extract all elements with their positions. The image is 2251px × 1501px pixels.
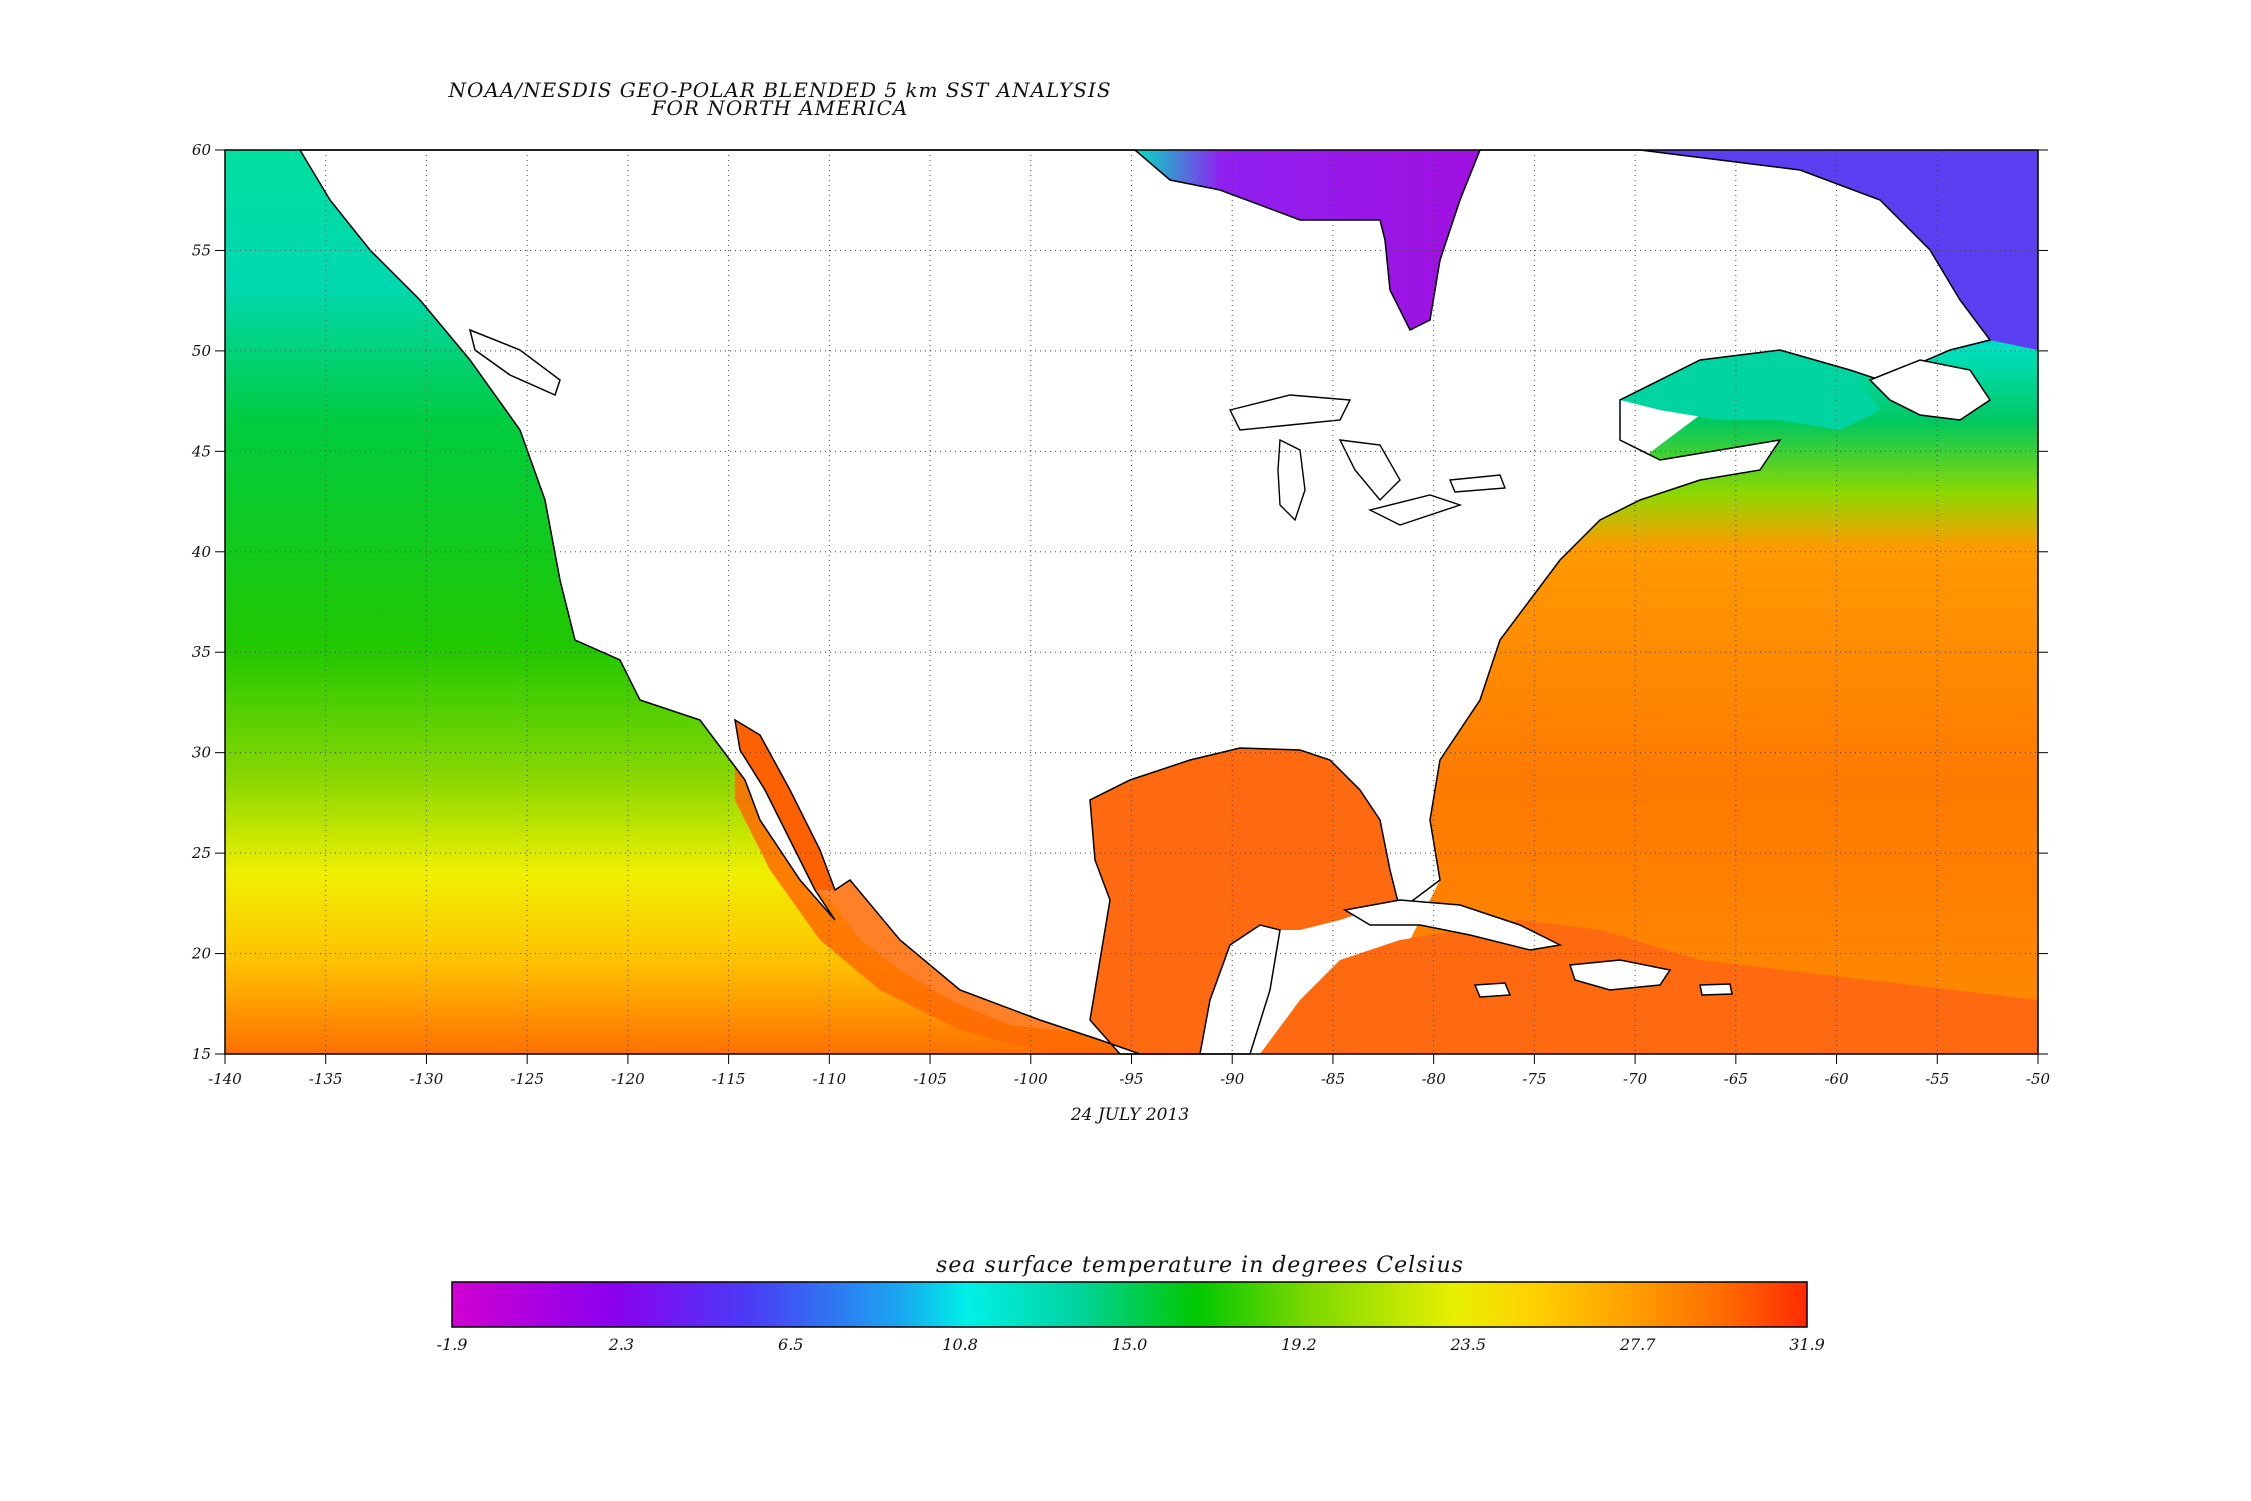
lon-tick-label: -140 bbox=[208, 1070, 242, 1088]
chart-title-line-2: FOR NORTH AMERICA bbox=[651, 96, 909, 120]
lon-tick-label: -115 bbox=[712, 1070, 746, 1088]
lon-tick-label: -75 bbox=[1522, 1070, 1546, 1088]
colorbar-title: sea surface temperature in degrees Celsi… bbox=[936, 1253, 1464, 1278]
puerto-rico bbox=[1699, 983, 1733, 996]
colorbar-tick-label: 15.0 bbox=[1112, 1335, 1148, 1354]
gulf-of-mexico bbox=[1090, 745, 2038, 1054]
lon-tick-label: -90 bbox=[1220, 1070, 1245, 1088]
lon-tick-label: -100 bbox=[1014, 1070, 1048, 1088]
colorbar-tick-label: 6.5 bbox=[778, 1335, 803, 1354]
colorbar-tick-label: -1.9 bbox=[437, 1335, 468, 1354]
pacific-ocean bbox=[225, 150, 1200, 1054]
lat-tick-label: 25 bbox=[191, 844, 211, 862]
lon-tick-label: -60 bbox=[1824, 1070, 1849, 1088]
lon-tick-label: -95 bbox=[1119, 1070, 1143, 1088]
colorbar-tick-label: 19.2 bbox=[1281, 1335, 1317, 1354]
lat-tick-label: 50 bbox=[192, 342, 212, 360]
lon-tick-label: -130 bbox=[410, 1070, 444, 1088]
lake-erie bbox=[1367, 494, 1463, 526]
great-lakes bbox=[1228, 394, 1506, 526]
lat-tick-label: 20 bbox=[191, 945, 212, 963]
lon-tick-label: -80 bbox=[1422, 1070, 1447, 1088]
longitude-tick-labels: -140 -135 -130 -125 -120 -115 -110 -105 -100 -95 -… bbox=[208, 1070, 2050, 1088]
jamaica bbox=[1473, 982, 1512, 998]
colorbar-tick-label: 10.8 bbox=[942, 1335, 978, 1354]
newfoundland bbox=[1868, 359, 1992, 421]
lon-tick-label: -125 bbox=[510, 1070, 544, 1088]
lat-tick-label: 45 bbox=[191, 442, 211, 460]
lon-tick-label: -105 bbox=[913, 1070, 947, 1088]
lon-tick-label: -110 bbox=[812, 1070, 846, 1088]
lon-tick-label: -85 bbox=[1321, 1070, 1345, 1088]
hispaniola bbox=[1568, 959, 1672, 991]
colorbar-tick-label: 23.5 bbox=[1449, 1335, 1486, 1354]
chart-title-line-1: NOAA/NESDIS GEO-POLAR BLENDED 5 km SST A… bbox=[448, 78, 1112, 102]
colorbar bbox=[451, 1281, 1808, 1328]
land bbox=[298, 149, 1992, 1055]
labrador-sea bbox=[1640, 150, 2038, 350]
lat-tick-label: 40 bbox=[191, 543, 212, 561]
lat-tick-label: 60 bbox=[192, 141, 212, 159]
lat-tick-label: 15 bbox=[192, 1045, 211, 1063]
lat-tick-label: 30 bbox=[192, 744, 212, 762]
vancouver-island bbox=[468, 328, 561, 397]
lat-tick-label: 55 bbox=[192, 241, 211, 259]
lon-tick-label: -65 bbox=[1724, 1070, 1748, 1088]
lon-tick-label: -55 bbox=[1925, 1070, 1949, 1088]
gulf-of-california bbox=[735, 720, 835, 890]
lon-tick-label: -120 bbox=[611, 1070, 645, 1088]
lon-tick-label: -135 bbox=[309, 1070, 343, 1088]
lake-huron bbox=[1338, 439, 1401, 502]
gulf-of-st-lawrence bbox=[1620, 350, 1880, 430]
lat-tick-label: 35 bbox=[192, 643, 211, 661]
map-frame bbox=[224, 149, 2039, 1055]
colorbar-tick-labels: -1.9 2.3 6.5 10.8 15.0 19.2 23.5 27.7 31.9 bbox=[437, 1335, 1825, 1354]
hudson-bay bbox=[1135, 150, 1480, 330]
colorbar-tick-label: 27.7 bbox=[1619, 1335, 1656, 1354]
analysis-date: 24 JULY 2013 bbox=[1070, 1105, 1190, 1125]
lon-tick-label: -50 bbox=[2026, 1070, 2051, 1088]
latitude-tick-labels: 15 20 25 30 35 40 45 50 55 60 bbox=[191, 141, 212, 1063]
atlantic-ocean bbox=[1320, 150, 2038, 1054]
north-america-coastline bbox=[298, 149, 1992, 1055]
lake-superior bbox=[1228, 394, 1352, 431]
colorbar-tick-label: 2.3 bbox=[608, 1335, 634, 1354]
cuba bbox=[1342, 899, 1563, 951]
lake-michigan bbox=[1277, 438, 1306, 522]
lake-ontario bbox=[1448, 474, 1506, 493]
colorbar-tick-label: 31.9 bbox=[1789, 1335, 1825, 1354]
lon-tick-label: -70 bbox=[1623, 1070, 1648, 1088]
